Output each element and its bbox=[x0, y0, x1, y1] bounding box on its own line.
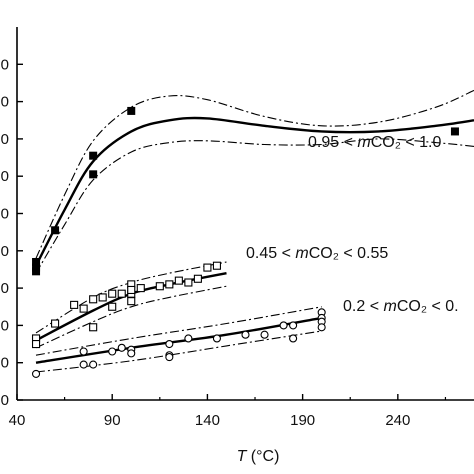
data-point-open-circle bbox=[108, 347, 117, 356]
y-tick-label: 0 bbox=[1, 392, 9, 409]
y-tick-label: 0 bbox=[1, 280, 9, 297]
data-point-filled-square bbox=[32, 267, 41, 276]
x-tick-label: 140 bbox=[195, 412, 220, 429]
lower-confidence-curve bbox=[35, 330, 322, 373]
x-tick-label: 40 bbox=[9, 412, 26, 429]
data-point-open-square bbox=[79, 304, 88, 313]
data-point-filled-square bbox=[51, 226, 60, 235]
data-point-open-circle bbox=[289, 334, 298, 343]
data-point-open-circle bbox=[260, 330, 269, 339]
data-point-open-square bbox=[89, 295, 98, 304]
data-point-open-square bbox=[184, 278, 193, 287]
data-point-open-circle bbox=[127, 349, 136, 358]
data-point-open-square bbox=[117, 289, 126, 298]
data-point-open-circle bbox=[317, 323, 326, 332]
data-point-open-circle bbox=[165, 353, 174, 362]
y-tick-label: 0 bbox=[1, 131, 9, 148]
x-tick-label: 190 bbox=[290, 412, 315, 429]
data-point-open-circle bbox=[79, 360, 88, 369]
data-point-open-circle bbox=[79, 347, 88, 356]
data-point-open-square bbox=[70, 300, 79, 309]
data-point-open-square bbox=[203, 263, 212, 272]
x-tick-label: 90 bbox=[104, 412, 121, 429]
data-point-filled-square bbox=[89, 170, 98, 179]
data-point-open-circle bbox=[184, 334, 193, 343]
data-point-open-square bbox=[212, 261, 221, 270]
fit-curve bbox=[34, 116, 474, 267]
data-point-open-square bbox=[108, 289, 117, 298]
plot-frame bbox=[16, 27, 474, 401]
y-tick-label: 0 bbox=[1, 206, 9, 223]
data-point-filled-square bbox=[89, 151, 98, 160]
data-point-open-square bbox=[193, 274, 202, 283]
data-point-filled-square bbox=[127, 106, 136, 115]
data-point-open-circle bbox=[117, 343, 126, 352]
fit-curve bbox=[35, 316, 322, 364]
series-labels: 0.95 < mCO₂ < 1.0 0.45 < mCO₂ < 0.55 0.2 <… bbox=[246, 134, 459, 315]
x-axis-unit: (°C) bbox=[246, 448, 279, 465]
data-point-open-square bbox=[31, 339, 41, 349]
x-axis-title: T (°C) bbox=[237, 448, 280, 465]
series-label-3: 0.2 < mCO₂ < 0. bbox=[343, 298, 459, 315]
data-point-open-square bbox=[165, 280, 174, 289]
data-point-open-circle bbox=[241, 330, 250, 339]
series-label-2: 0.45 < mCO₂ < 0.55 bbox=[246, 245, 388, 262]
axis-ticks: 40 90 140 190 240 0 0 0 0 0 0 0 0 0 0 bbox=[1, 56, 447, 429]
series-3 bbox=[31, 306, 326, 378]
data-point-open-circle bbox=[31, 369, 41, 378]
data-point-open-square bbox=[127, 297, 136, 306]
y-tick-label: 0 bbox=[1, 56, 9, 73]
data-point-open-circle bbox=[289, 321, 298, 330]
data-point-open-circle bbox=[165, 339, 174, 349]
y-tick-label: 0 bbox=[1, 168, 9, 185]
y-tick-label: 0 bbox=[1, 94, 9, 111]
y-tick-label: 0 bbox=[1, 243, 9, 260]
lower-confidence-curve bbox=[35, 285, 227, 349]
data-point-filled-square bbox=[32, 257, 41, 266]
data-point-open-circle bbox=[89, 360, 98, 369]
data-point-open-square bbox=[174, 276, 183, 285]
series-2 bbox=[31, 261, 227, 349]
upper-confidence-curve bbox=[35, 89, 474, 259]
data-point-open-square bbox=[108, 302, 117, 311]
data-point-open-square bbox=[127, 285, 136, 295]
series-label-1: 0.95 < mCO₂ < 1.0 bbox=[308, 134, 441, 151]
upper-confidence-curve bbox=[35, 306, 322, 356]
data-point-open-circle bbox=[279, 321, 288, 330]
data-point-open-square bbox=[51, 319, 60, 328]
data-point-open-square bbox=[136, 284, 145, 293]
data-point-filled-square bbox=[450, 127, 459, 136]
y-tick-label: 0 bbox=[1, 355, 9, 372]
x-axis-variable: T bbox=[237, 448, 248, 465]
series-layer bbox=[31, 89, 474, 378]
series-1 bbox=[32, 89, 474, 276]
y-tick-label: 0 bbox=[1, 317, 9, 334]
data-point-open-square bbox=[89, 323, 98, 332]
data-point-open-circle bbox=[212, 334, 221, 343]
data-point-open-square bbox=[98, 293, 107, 302]
lower-confidence-curve bbox=[35, 138, 474, 274]
data-point-open-square bbox=[155, 282, 164, 291]
x-tick-label: 240 bbox=[385, 412, 410, 429]
